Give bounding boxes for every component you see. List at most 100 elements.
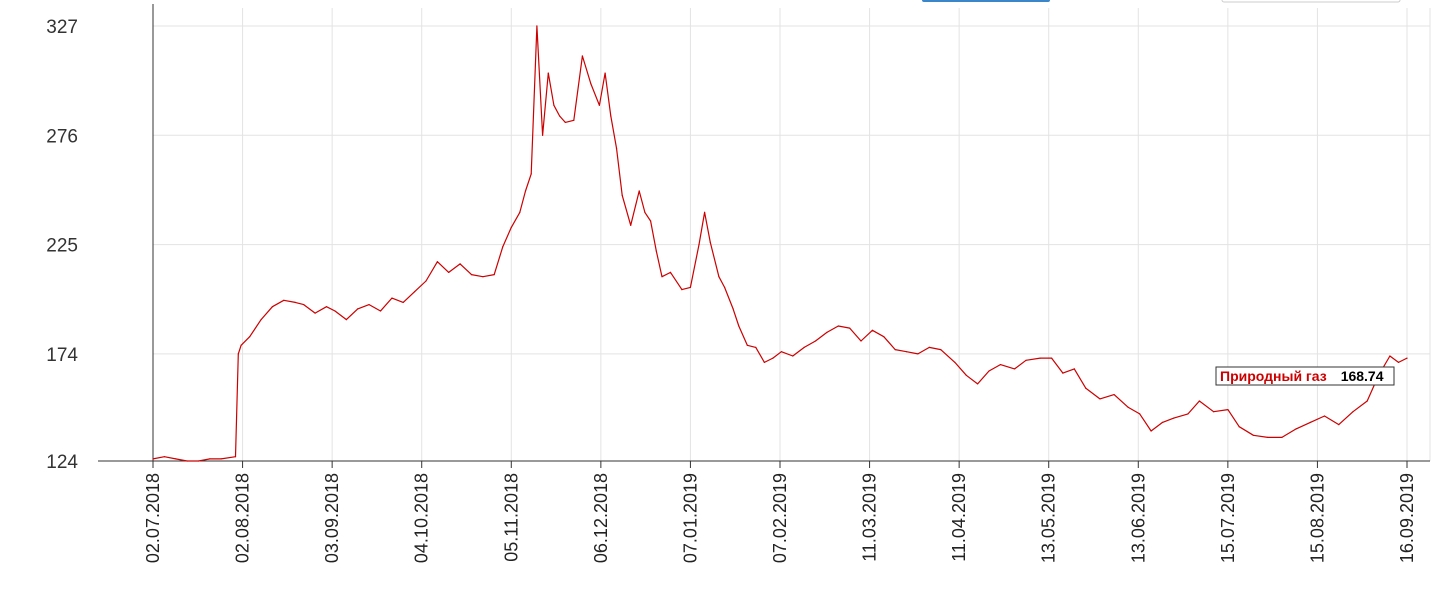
data-point xyxy=(1267,436,1269,438)
data-point xyxy=(519,211,521,213)
data-point xyxy=(638,190,640,192)
range-button-partial[interactable] xyxy=(922,0,1050,2)
data-point xyxy=(448,271,450,273)
data-point xyxy=(661,276,663,278)
data-point xyxy=(524,190,527,192)
data-point xyxy=(536,25,538,27)
data-point xyxy=(999,364,1002,366)
data-point xyxy=(249,336,251,338)
data-point xyxy=(334,310,336,312)
y-tick-label: 327 xyxy=(46,17,78,38)
data-point xyxy=(1187,413,1189,415)
data-point xyxy=(780,351,783,353)
y-tick-label: 124 xyxy=(46,452,78,473)
data-point xyxy=(581,55,584,57)
data-point xyxy=(669,271,672,273)
data-point xyxy=(186,460,188,462)
data-point xyxy=(197,460,200,462)
data-point xyxy=(325,306,328,308)
data-point xyxy=(1366,400,1368,402)
data-point xyxy=(152,458,154,460)
data-point xyxy=(1039,357,1041,359)
x-tick-label: 04.10.2018 xyxy=(412,473,432,563)
data-point xyxy=(598,104,601,106)
data-point xyxy=(559,115,561,117)
data-point xyxy=(1173,417,1175,419)
data-point xyxy=(303,304,305,306)
data-point xyxy=(209,458,211,460)
x-tick-label: 02.08.2018 xyxy=(233,473,253,563)
x-tick-label: 07.02.2019 xyxy=(770,473,790,563)
data-point xyxy=(698,244,700,246)
data-point xyxy=(965,374,967,376)
period-input-partial[interactable] xyxy=(1221,0,1401,3)
x-tick-label: 16.09.2019 xyxy=(1397,473,1417,563)
data-point xyxy=(644,211,646,213)
data-point xyxy=(1127,406,1129,408)
horizontal-gridlines xyxy=(153,25,1430,462)
data-point xyxy=(1309,421,1311,423)
data-point xyxy=(425,280,427,282)
data-point xyxy=(542,134,544,136)
data-point xyxy=(883,336,885,338)
data-point xyxy=(650,220,652,222)
data-point xyxy=(1099,398,1101,400)
data-point xyxy=(724,286,726,288)
axes xyxy=(98,4,1430,462)
data-point xyxy=(826,331,828,333)
data-point xyxy=(379,310,382,312)
data-point xyxy=(803,346,805,348)
x-tick-label: 03.09.2018 xyxy=(322,473,342,563)
data-point xyxy=(1389,355,1391,357)
data-point xyxy=(1198,400,1200,402)
y-tick-label: 225 xyxy=(46,236,78,257)
data-point xyxy=(604,72,606,74)
data-point xyxy=(792,355,794,357)
data-point xyxy=(738,325,740,327)
y-tick-label: 174 xyxy=(46,345,78,366)
value-tooltip: Природный газ 168.74 xyxy=(1215,366,1395,386)
data-point xyxy=(871,329,874,331)
data-point xyxy=(917,353,919,355)
data-point xyxy=(630,224,632,226)
data-point xyxy=(271,306,273,308)
data-point xyxy=(502,246,504,248)
data-point xyxy=(610,115,612,117)
data-point xyxy=(163,456,165,458)
tooltip-box xyxy=(1215,366,1395,386)
x-tick-label: 11.03.2019 xyxy=(860,473,880,562)
data-point xyxy=(1295,428,1297,430)
data-point xyxy=(240,344,242,346)
data-point xyxy=(510,226,512,228)
tooltip-series-value: 168.74 xyxy=(1341,368,1384,384)
data-point xyxy=(1397,361,1400,363)
data-point xyxy=(1238,426,1240,428)
data-point xyxy=(436,261,438,263)
data-point xyxy=(655,250,657,252)
data-point xyxy=(928,346,930,348)
data-point xyxy=(1025,359,1027,361)
data-point xyxy=(1113,394,1115,396)
data-point xyxy=(1281,436,1283,438)
data-point xyxy=(590,83,592,85)
data-point xyxy=(547,72,549,74)
data-point xyxy=(175,458,177,460)
x-tick-label: 07.01.2019 xyxy=(680,473,700,563)
data-point xyxy=(814,340,817,342)
data-point xyxy=(772,357,774,359)
y-axis-ticks: 124 174 225 276 327 xyxy=(46,17,78,473)
data-point xyxy=(1150,430,1152,432)
data-point xyxy=(470,274,473,276)
tooltip-series-name: Природный газ xyxy=(1220,368,1327,384)
x-tick-label: 13.06.2019 xyxy=(1128,473,1148,563)
data-point xyxy=(1323,415,1326,417)
x-tick-label: 06.12.2018 xyxy=(591,473,611,563)
data-point xyxy=(746,344,748,346)
data-point xyxy=(1051,357,1053,359)
y-tick-label: 276 xyxy=(46,126,78,147)
x-tick-label: 13.05.2019 xyxy=(1039,473,1059,563)
data-point xyxy=(954,361,956,363)
data-point xyxy=(414,291,416,293)
data-point xyxy=(553,104,555,106)
